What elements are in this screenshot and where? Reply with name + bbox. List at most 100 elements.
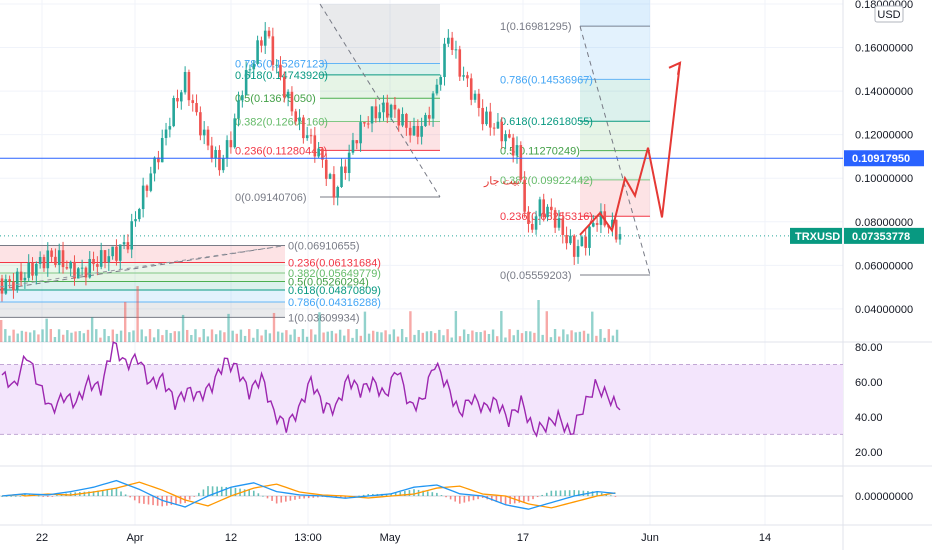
macd-histogram-bar xyxy=(600,492,603,496)
volume-bar xyxy=(86,329,90,342)
candle-body xyxy=(458,49,462,77)
candle-body xyxy=(561,218,565,235)
candle-body xyxy=(584,236,587,248)
fib-band xyxy=(0,302,285,318)
macd-histogram-bar xyxy=(394,492,397,496)
volume-bar xyxy=(533,332,536,342)
price-candle xyxy=(149,166,153,193)
price-candle xyxy=(164,122,168,146)
candle-body xyxy=(103,250,107,263)
volume-bar xyxy=(45,318,48,342)
volume-bar xyxy=(74,331,77,342)
macd-signal-line xyxy=(1,481,616,509)
macd-histogram-bar xyxy=(225,486,228,496)
rsi-axis-tick: 40.00 xyxy=(855,412,883,424)
price-candle xyxy=(385,94,389,124)
candle-body xyxy=(420,126,423,137)
price-candle xyxy=(523,171,526,218)
volume-bar xyxy=(70,332,73,342)
volume-bar xyxy=(595,335,598,342)
candle-body xyxy=(248,69,252,71)
candle-body xyxy=(324,159,328,179)
price-candle xyxy=(424,112,427,127)
candle-body xyxy=(405,114,408,128)
volume-bar xyxy=(310,329,313,342)
macd-histogram-bar xyxy=(124,494,127,496)
price-candle xyxy=(309,128,313,144)
volume-bar xyxy=(140,329,143,342)
candle-body xyxy=(523,179,526,212)
volume-bar xyxy=(334,333,338,342)
candle-body xyxy=(84,267,88,278)
price-candle xyxy=(492,123,496,136)
volume-bar xyxy=(405,337,408,342)
price-candle xyxy=(466,71,469,88)
symbol-tag-label: TRXUSD xyxy=(795,231,840,243)
macd-histogram-bar xyxy=(234,487,237,496)
rsi-panel xyxy=(0,341,843,438)
candle-body xyxy=(572,235,576,257)
macd-histogram-bar xyxy=(161,496,164,507)
volume-bar xyxy=(169,333,172,342)
fib-retracement-2: 0(0.06910655) 0.236(0.06131684)0.382(0.05… xyxy=(0,241,381,324)
candle-body xyxy=(96,264,99,267)
candle-body xyxy=(183,71,187,93)
volume-bar xyxy=(260,335,263,342)
rsi-line xyxy=(1,341,621,438)
macd-histogram-bar xyxy=(202,489,205,496)
volume-bar xyxy=(49,329,52,342)
candle-body xyxy=(363,122,366,124)
candle-body xyxy=(389,104,393,118)
fib-band xyxy=(0,272,285,282)
candle-body xyxy=(569,235,572,244)
price-candle xyxy=(488,102,492,136)
volume-bar xyxy=(578,331,582,342)
candle-body xyxy=(359,122,362,144)
price-candle xyxy=(84,266,88,286)
macd-histogram-bar xyxy=(582,490,585,496)
volume-bar xyxy=(206,336,210,342)
volume-bar xyxy=(524,331,528,342)
fib-level-label: 0.5(0.13675050) xyxy=(235,93,316,105)
volume-bar xyxy=(305,336,309,342)
macd-histogram-bar xyxy=(101,490,104,496)
price-candle xyxy=(103,250,107,269)
candle-body xyxy=(542,199,546,218)
price-candle xyxy=(572,234,576,265)
macd-histogram-bar xyxy=(317,496,319,498)
price-candle xyxy=(134,211,137,227)
candle-body xyxy=(92,258,95,265)
macd-line xyxy=(1,479,616,510)
candle-body xyxy=(485,111,488,125)
fib-level-label: 0.236(0.08255316) xyxy=(500,211,593,223)
macd-histogram-bar xyxy=(591,491,594,496)
volume-bar xyxy=(190,335,193,342)
candle-body xyxy=(412,126,416,136)
price-candle xyxy=(561,211,565,244)
volume-bar xyxy=(318,312,321,342)
volume-bar xyxy=(425,331,429,342)
fib-trend-line xyxy=(579,26,651,276)
currency-badge[interactable] xyxy=(874,5,904,23)
macd-histogram-bar xyxy=(120,491,122,496)
candle-body xyxy=(214,149,217,159)
candle-body xyxy=(477,93,481,108)
price-candle xyxy=(584,228,587,256)
volume-bar xyxy=(479,332,482,342)
macd-histogram-bar xyxy=(275,496,278,504)
macd-histogram-bar xyxy=(445,496,447,498)
candle-body xyxy=(527,211,530,224)
volume-bar xyxy=(429,331,433,342)
price-candle xyxy=(397,108,401,132)
price-candle xyxy=(183,66,187,95)
candle-body xyxy=(435,84,439,94)
fib-trend-line xyxy=(319,3,441,198)
candle-body xyxy=(210,145,214,159)
price-candle xyxy=(576,239,580,264)
candle-body xyxy=(618,234,622,240)
volume-bar xyxy=(33,330,36,342)
candle-body xyxy=(282,77,286,98)
fib-band xyxy=(320,74,440,99)
price-candle xyxy=(569,229,572,245)
